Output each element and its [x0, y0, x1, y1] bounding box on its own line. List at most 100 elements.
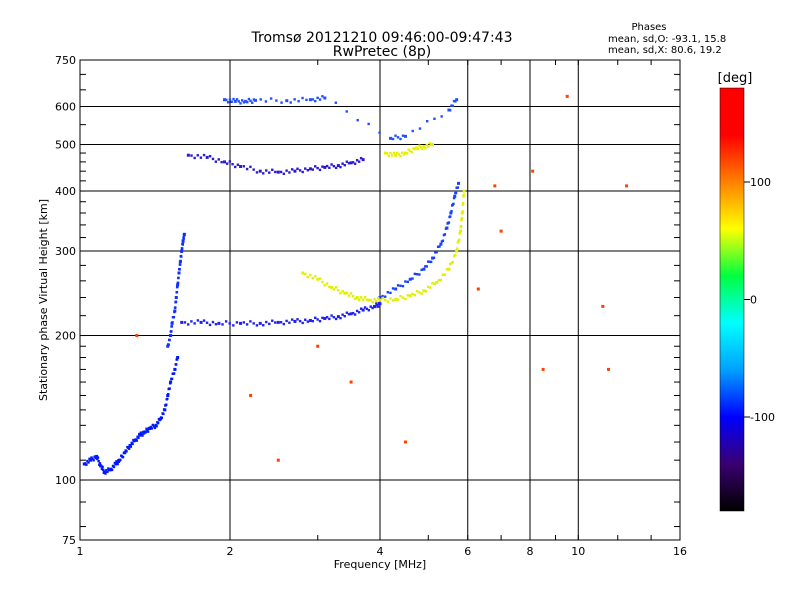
echo-point: [341, 313, 344, 316]
y-tick-label: 500: [55, 139, 76, 152]
echo-point: [607, 367, 611, 371]
echo-point: [121, 455, 125, 459]
echo-point: [306, 275, 309, 279]
x-axis-label: Frequency [MHz]: [334, 558, 426, 571]
echo-point: [106, 470, 109, 474]
echo-point: [367, 309, 371, 312]
echo-point: [422, 267, 426, 271]
echo-point: [353, 313, 357, 316]
echo-point: [202, 319, 206, 322]
echo-point: [146, 429, 149, 432]
echo-point: [405, 152, 409, 155]
echo-point: [94, 456, 97, 460]
echo-point: [374, 305, 377, 309]
y-tick-label: 600: [55, 101, 76, 114]
echo-point: [429, 286, 432, 289]
echo-point: [353, 297, 357, 301]
echo-point: [129, 445, 133, 448]
echo-point: [394, 153, 398, 157]
echo-point: [172, 315, 176, 319]
echo-point: [371, 306, 374, 310]
echo-point: [396, 298, 400, 301]
x-tick-label: 4: [377, 545, 384, 558]
echo-point: [245, 323, 249, 326]
echo-point: [298, 169, 302, 172]
echo-point: [426, 119, 429, 123]
echo-point: [318, 277, 322, 280]
echo-point: [447, 221, 451, 224]
echo-point: [151, 423, 154, 427]
echo-point: [361, 308, 365, 312]
echo-point: [179, 259, 182, 263]
echo-point: [383, 151, 387, 155]
echo-point: [341, 290, 344, 293]
echo-point: [174, 368, 177, 371]
echo-point: [258, 169, 262, 173]
echo-point: [323, 317, 327, 321]
echo-point: [306, 169, 310, 172]
echo-point: [142, 430, 145, 434]
echo-point: [369, 305, 372, 308]
echo-point: [115, 461, 119, 464]
echo-point: [137, 436, 140, 440]
echo-point: [290, 168, 294, 171]
echo-point: [318, 98, 322, 101]
echo-point: [174, 306, 177, 309]
echo-point: [452, 202, 455, 206]
echo-point: [401, 296, 405, 299]
echo-point: [199, 320, 203, 324]
echo-point: [411, 129, 414, 133]
echo-point: [328, 285, 331, 289]
echo-point: [332, 288, 336, 291]
echo-point: [375, 302, 378, 305]
echo-point: [112, 465, 116, 469]
echo-point: [457, 239, 460, 243]
echo-point: [190, 154, 193, 157]
echo-point: [406, 294, 410, 297]
echo-point: [279, 170, 283, 174]
echo-point: [245, 167, 249, 171]
echo-point: [455, 98, 459, 102]
echo-point: [499, 229, 503, 233]
colorbar-label: [deg]: [718, 71, 753, 86]
legend-line-o: mean, sd,O: -93.1, 15.8: [608, 34, 726, 45]
echo-point: [314, 316, 317, 320]
echo-point: [413, 147, 417, 151]
echo-point: [450, 210, 453, 213]
echo-point: [427, 145, 430, 148]
echo-point: [316, 166, 319, 170]
echo-point: [141, 434, 144, 437]
echo-point: [325, 164, 329, 168]
echo-point: [394, 287, 398, 291]
echo-point: [244, 99, 248, 103]
echo-point: [259, 98, 262, 101]
echo-point: [102, 468, 105, 472]
echo-point: [412, 147, 415, 150]
echo-point: [381, 296, 384, 300]
echo-point: [601, 304, 605, 308]
echo-point: [249, 165, 252, 169]
echo-point: [418, 144, 421, 147]
echo-point: [347, 313, 351, 316]
echo-point: [107, 467, 110, 470]
echo-point: [389, 297, 392, 300]
echo-point: [389, 151, 392, 155]
echo-point: [349, 292, 353, 295]
echo-point: [175, 363, 178, 366]
echo-point: [454, 191, 458, 195]
echo-point: [447, 108, 451, 112]
echo-point: [411, 277, 414, 280]
echo-point: [241, 99, 244, 102]
echo-point: [274, 170, 277, 174]
echo-point: [318, 168, 322, 172]
echo-point: [403, 151, 407, 155]
echo-point: [355, 309, 359, 313]
echo-point: [339, 165, 342, 169]
echo-point: [408, 149, 412, 153]
echo-point: [176, 285, 179, 289]
echo-point: [308, 98, 312, 102]
echo-point: [387, 154, 390, 157]
echo-point: [351, 294, 355, 298]
echo-point: [355, 159, 359, 162]
